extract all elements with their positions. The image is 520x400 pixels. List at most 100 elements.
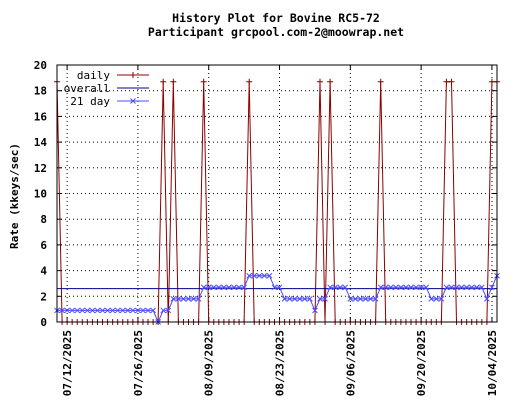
21-day-point <box>367 296 374 302</box>
x-tick-label: 09/06/2025 <box>344 330 357 396</box>
21-day-point <box>271 284 278 291</box>
21-day-point <box>307 296 313 302</box>
21-day-point <box>221 284 227 291</box>
21-day-point <box>89 307 96 314</box>
y-tick-label: 10 <box>34 188 47 201</box>
chart-title: History Plot for Bovine RC5-72 <box>172 11 380 25</box>
y-tick-label: 0 <box>40 316 47 329</box>
legend-label-overall: overall <box>64 82 110 95</box>
21-day-point <box>418 284 424 291</box>
21-day-point <box>170 296 177 302</box>
21-day-point <box>200 284 207 291</box>
21-day-point <box>387 284 394 291</box>
21-day-point <box>205 284 212 291</box>
y-tick-label: 4 <box>40 265 47 278</box>
y-tick-label: 16 <box>34 110 48 123</box>
x-tick-label: 08/09/2025 <box>203 330 216 396</box>
legend-label-21-day: 21 day <box>70 95 110 108</box>
daily-point <box>170 78 177 85</box>
21-day-point <box>130 98 136 104</box>
21-day-point <box>291 296 298 302</box>
21-day-point <box>352 296 359 302</box>
series-line-21-day <box>57 275 498 324</box>
21-day-point <box>408 284 414 291</box>
series-daily <box>54 78 500 325</box>
21-day-point <box>448 284 455 291</box>
21-day-point <box>327 284 333 291</box>
x-tick-label: 09/20/2025 <box>415 330 428 396</box>
21-day-point <box>403 284 409 291</box>
plot-frame <box>56 64 498 323</box>
21-day-point <box>145 307 151 314</box>
21-day-point <box>463 284 470 291</box>
x-tick-label: 10/04/2025 <box>486 330 499 396</box>
21-day-point <box>160 307 167 314</box>
21-day-point <box>382 284 389 291</box>
y-tick-label: 8 <box>40 213 47 226</box>
x-axis-ticks: 07/12/2025 07/26/2025 08/09/2025 08/23/2025… <box>61 65 499 396</box>
y-tick-label: 6 <box>40 239 47 252</box>
21-day-point <box>215 284 222 291</box>
21-day-point <box>175 296 182 302</box>
21-day-point <box>413 284 419 291</box>
21-day-point <box>266 272 273 279</box>
21-day-point <box>246 272 253 279</box>
21-day-point <box>276 284 283 291</box>
x-tick-label: 07/12/2025 <box>61 330 74 396</box>
21-day-point <box>438 296 445 302</box>
daily-point <box>246 78 253 85</box>
21-day-point <box>473 284 480 291</box>
21-day-point <box>337 284 344 291</box>
21-day-point <box>64 307 70 314</box>
y-axis-ticks: 0 2 4 6 8 10 12 14 16 18 20 <box>34 59 497 329</box>
21-day-point <box>69 307 76 314</box>
y-tick-label: 18 <box>34 85 47 98</box>
21-day-point <box>317 296 323 302</box>
21-day-point <box>79 307 86 314</box>
21-day-point <box>124 307 131 314</box>
x-tick-label: 07/26/2025 <box>132 330 145 396</box>
21-day-point <box>210 284 217 291</box>
21-day-point <box>236 284 242 291</box>
daily-point <box>327 78 334 85</box>
21-day-point <box>296 296 303 302</box>
21-day-point <box>195 296 202 302</box>
21-day-point <box>468 284 475 291</box>
daily-point <box>443 78 450 85</box>
21-day-point <box>372 296 379 302</box>
21-day-point <box>251 272 258 279</box>
21-day-point <box>362 296 369 302</box>
21-day-point <box>109 307 116 314</box>
21-day-point <box>433 296 440 302</box>
series-layer <box>54 78 500 325</box>
21-day-point <box>231 284 237 291</box>
21-day-point <box>165 307 172 314</box>
21-day-point <box>458 284 465 291</box>
21-day-point <box>392 284 399 291</box>
21-day-point <box>140 307 146 314</box>
21-day-point <box>342 284 349 291</box>
21-day-point <box>119 307 126 314</box>
daily-point <box>377 78 384 85</box>
daily-point <box>130 72 136 78</box>
daily-point <box>160 78 167 85</box>
21-day-point <box>256 272 263 279</box>
21-day-point <box>489 284 495 291</box>
21-day-point <box>286 296 293 302</box>
21-day-point <box>347 296 354 302</box>
y-axis-label: Rate (kkeys/sec) <box>8 143 21 249</box>
21-day-point <box>94 307 101 314</box>
21-day-point <box>74 307 81 314</box>
21-day-point <box>150 307 156 314</box>
21-day-point <box>478 284 485 291</box>
21-day-point <box>301 296 308 302</box>
x-tick-label: 08/23/2025 <box>274 330 287 396</box>
y-tick-label: 20 <box>34 59 47 72</box>
series-21-day <box>54 272 500 325</box>
21-day-point <box>99 307 106 314</box>
21-day-point <box>135 307 141 314</box>
21-day-point <box>226 284 232 291</box>
21-day-point <box>377 284 384 291</box>
